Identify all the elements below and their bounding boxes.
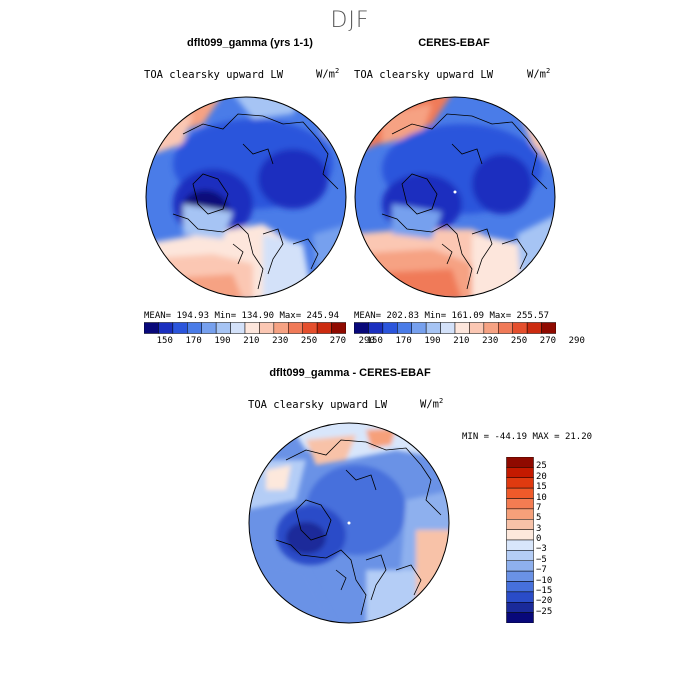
panel-1-title: dflt099_gamma (yrs 1-1)	[187, 37, 313, 49]
diff-colorbar-ticks: 25 20 15 10 7 5 3 0 −3 −5 −7 −10 −15 −20 −25	[536, 457, 576, 623]
diff-colorbar-tick-label: 25	[536, 461, 547, 472]
diff-panel-variable: TOA clearsky upward LW	[248, 399, 388, 411]
diff-colorbar-swatch	[506, 457, 534, 468]
diff-colorbar-swatch	[506, 508, 534, 520]
diff-colorbar-swatch	[506, 477, 534, 489]
colorbar-swatch	[512, 322, 528, 334]
colorbar-tick-label: 230	[272, 336, 289, 346]
panel-1-colorbar	[144, 322, 346, 334]
colorbar-swatch	[498, 322, 513, 334]
colorbar-swatch	[354, 322, 369, 334]
colorbar-tick-label: 230	[482, 336, 499, 346]
panel-2-units: W/m2	[527, 67, 551, 81]
diff-colorbar-tick-label: 15	[536, 482, 547, 493]
colorbar-swatch	[411, 322, 427, 334]
panel-2-colorbar-ticks: 150 170 190 210 230 250 270 290	[354, 336, 585, 348]
colorbar-swatch	[469, 322, 485, 334]
colorbar-swatch	[244, 322, 260, 334]
panel-1-map	[145, 96, 347, 298]
colorbar-swatch	[288, 322, 303, 334]
diff-panel-stats: MIN = -44.19 MAX = 21.20	[462, 432, 593, 442]
colorbar-swatch	[259, 322, 275, 334]
colorbar-tick-label: 250	[300, 336, 318, 346]
colorbar-swatch	[273, 322, 289, 334]
diff-colorbar-tick-label: 7	[536, 502, 542, 513]
diff-colorbar-swatch	[506, 498, 534, 510]
colorbar-swatch	[425, 322, 441, 334]
diff-colorbar-swatch	[506, 570, 534, 582]
diff-colorbar-swatch	[506, 550, 534, 561]
diff-colorbar-tick-label: −15	[536, 585, 553, 596]
colorbar-swatch	[368, 322, 384, 334]
panel-1-units: W/m2	[316, 67, 340, 81]
colorbar-swatch	[316, 322, 332, 334]
colorbar-swatch	[454, 322, 470, 334]
diff-colorbar-swatch	[506, 591, 534, 603]
diff-colorbar-tick-label: −7	[536, 565, 547, 576]
diff-colorbar-swatch	[506, 467, 534, 478]
diff-colorbar-tick-label: −25	[536, 606, 553, 617]
diff-colorbar-swatch	[506, 560, 534, 572]
diff-colorbar-tick-label: 3	[536, 523, 542, 534]
colorbar-tick-label: 270	[539, 336, 557, 346]
colorbar-tick-label: 150	[156, 336, 173, 346]
colorbar-swatch	[483, 322, 499, 334]
colorbar-swatch	[187, 322, 202, 334]
colorbar-swatch	[397, 322, 412, 334]
colorbar-swatch	[201, 322, 217, 334]
diff-colorbar-swatch	[506, 602, 534, 613]
colorbar-swatch	[144, 322, 159, 334]
diff-colorbar-swatch	[506, 487, 534, 499]
colorbar-swatch	[526, 322, 542, 334]
panel-2-colorbar	[354, 322, 556, 334]
colorbar-swatch	[331, 322, 346, 334]
colorbar-tick-label: 190	[424, 336, 441, 346]
figure-title: DJF	[330, 8, 370, 33]
colorbar-swatch	[158, 322, 174, 334]
colorbar-tick-label: 170	[395, 336, 412, 346]
diff-colorbar-tick-label: −10	[536, 575, 553, 586]
panel-2-title: CERES-EBAF	[418, 37, 490, 49]
diff-colorbar	[506, 457, 534, 623]
diff-panel-units: W/m2	[420, 397, 444, 411]
colorbar-swatch	[172, 322, 188, 334]
panel-2-stats: MEAN= 202.83 Min= 161.09 Max= 255.57	[354, 311, 550, 321]
colorbar-swatch	[215, 322, 231, 334]
panel-1-stats: MEAN= 194.93 Min= 134.90 Max= 245.94	[144, 311, 340, 321]
colorbar-swatch	[382, 322, 398, 334]
colorbar-tick-label: 190	[214, 336, 231, 346]
diff-colorbar-tick-label: 10	[536, 492, 547, 503]
colorbar-swatch	[440, 322, 456, 334]
colorbar-tick-label: 150	[366, 336, 383, 346]
panel-1-variable: TOA clearsky upward LW	[144, 69, 284, 81]
diff-panel-title: dflt099_gamma - CERES-EBAF	[269, 367, 431, 379]
diff-colorbar-swatch	[506, 529, 534, 541]
colorbar-tick-label: 290	[568, 336, 585, 346]
diff-panel-map	[248, 422, 450, 624]
colorbar-tick-label: 290	[358, 336, 375, 346]
diff-colorbar-tick-label: −20	[536, 596, 553, 607]
panel-2-map	[354, 96, 556, 298]
panel-1-colorbar-ticks: 150 170 190 210 230 250 270 290	[144, 336, 375, 348]
diff-colorbar-tick-label: 5	[536, 513, 542, 524]
colorbar-swatch	[541, 322, 556, 334]
diff-colorbar-tick-label: −3	[536, 544, 547, 555]
diff-colorbar-swatch	[506, 581, 534, 593]
colorbar-tick-label: 270	[329, 336, 347, 346]
colorbar-tick-label: 170	[185, 336, 202, 346]
diff-colorbar-swatch	[506, 539, 534, 551]
panel-2-variable: TOA clearsky upward LW	[354, 69, 494, 81]
diff-colorbar-swatch	[506, 519, 534, 530]
colorbar-tick-label: 250	[510, 336, 528, 346]
colorbar-tick-label: 210	[453, 336, 470, 346]
diff-colorbar-tick-label: −5	[536, 554, 547, 565]
colorbar-swatch	[230, 322, 246, 334]
colorbar-tick-label: 210	[243, 336, 260, 346]
colorbar-swatch	[302, 322, 318, 334]
diff-colorbar-tick-label: 20	[536, 471, 547, 482]
diff-colorbar-swatch	[506, 612, 534, 623]
diff-colorbar-tick-label: 0	[536, 534, 542, 544]
